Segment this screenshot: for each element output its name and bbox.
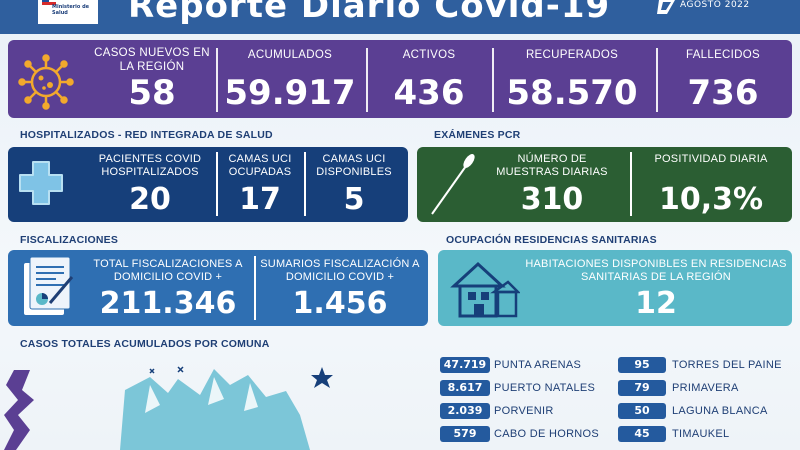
summary-panel xyxy=(8,40,792,118)
residencias-label: HABITACIONES DISPONIBLES EN RESIDENCIAS … xyxy=(525,258,787,283)
uci-disponibles-label: CAMAS UCI DISPONIBLES xyxy=(316,153,392,178)
acumulados-value: 59.917 xyxy=(224,73,356,113)
comuna-value-pill: 79 xyxy=(618,380,666,396)
pacientes-label: PACIENTES COVID HOSPITALIZADOS xyxy=(98,153,202,178)
summary-recuperados: RECUPERADOS 58.570 xyxy=(496,46,648,114)
recuperados-label: RECUPERADOS xyxy=(525,49,619,61)
report-date: AGOSTO 2022 xyxy=(680,0,750,10)
pcr-panel xyxy=(417,147,792,222)
comuna-name: LAGUNA BLANCA xyxy=(672,405,768,417)
pcr-section-title: EXÁMENES PCR xyxy=(434,129,521,141)
divider xyxy=(630,152,632,216)
chevron-icon xyxy=(657,0,675,14)
summary-acumulados: ACUMULADOS 59.917 xyxy=(220,46,360,114)
nuevos-value: 58 xyxy=(128,73,176,113)
divider xyxy=(304,152,306,216)
divider xyxy=(254,256,256,320)
comuna-name: TORRES DEL PAINE xyxy=(672,359,782,371)
medical-cross-icon xyxy=(19,161,63,205)
total-fiscal-label: TOTAL FISCALIZACIONES A DOMICILIO COVID … xyxy=(93,258,243,283)
fallecidos-value: 736 xyxy=(687,73,759,113)
document-icon xyxy=(24,257,74,315)
uci-ocupadas-label: CAMAS UCI OCUPADAS xyxy=(228,153,292,178)
divider xyxy=(492,48,494,112)
activos-label: ACTIVOS xyxy=(402,49,456,61)
comuna-value-pill: 8.617 xyxy=(440,380,490,396)
comuna-name: PUERTO NATALES xyxy=(494,382,596,394)
positividad-value: 10,3% xyxy=(658,182,764,217)
divider xyxy=(366,48,368,112)
logo-flag-red xyxy=(42,2,56,5)
summary-activos: ACTIVOS 436 xyxy=(370,46,488,114)
comuna-value-pill: 47.719 xyxy=(440,357,490,373)
residencias-value: 12 xyxy=(635,286,677,321)
swab-icon xyxy=(431,154,475,215)
fiscal-section-title: FISCALIZACIONES xyxy=(20,234,119,246)
logo-flag-blue xyxy=(42,0,49,2)
acumulados-label: ACUMULADOS xyxy=(247,49,333,61)
house-icon xyxy=(450,261,520,318)
uci-disponibles-value: 5 xyxy=(343,182,365,217)
comuna-value-pill: 2.039 xyxy=(440,403,490,419)
fiscal-panel xyxy=(8,250,428,326)
comuna-name: PUNTA ARENAS xyxy=(494,359,582,371)
page-title: Reporte Diario Covid-19 xyxy=(128,0,611,26)
comuna-name: PORVENIR xyxy=(494,405,554,417)
muestras-value: 310 xyxy=(520,182,584,217)
residencias-section-title: OCUPACIÓN RESIDENCIAS SANITARIAS xyxy=(446,234,657,246)
comuna-name: PRIMAVERA xyxy=(672,382,739,394)
uci-ocupadas-value: 17 xyxy=(239,182,281,217)
activos-value: 436 xyxy=(393,73,465,113)
divider xyxy=(216,152,218,216)
sumarios-value: 1.456 xyxy=(292,286,388,321)
muestras-label: NÚMERO DE MUESTRAS DIARIAS xyxy=(496,153,608,178)
positividad-label: POSITIVIDAD DIARIA xyxy=(654,153,768,165)
summary-nuevos: CASOS NUEVOS EN LA REGIÓN 58 xyxy=(92,46,212,114)
comuna-value-pill: 50 xyxy=(618,403,666,419)
hospital-section-title: HOSPITALIZADOS - RED INTEGRADA DE SALUD xyxy=(20,129,273,141)
comuna-value-pill: 579 xyxy=(440,426,490,442)
comuna-name: TIMAUKEL xyxy=(672,428,730,440)
comuna-section-title: CASOS TOTALES ACUMULADOS POR COMUNA xyxy=(20,338,270,350)
divider xyxy=(656,48,658,112)
summary-fallecidos: FALLECIDOS 736 xyxy=(660,46,786,114)
nuevos-label: CASOS NUEVOS EN LA REGIÓN xyxy=(94,47,210,73)
fallecidos-label: FALLECIDOS xyxy=(686,49,760,61)
comuna-value-pill: 45 xyxy=(618,426,666,442)
total-fiscal-value: 211.346 xyxy=(99,286,237,321)
virus-icon xyxy=(18,54,74,110)
comuna-name: CABO DE HORNOS xyxy=(494,428,600,440)
hospital-panel xyxy=(8,147,408,222)
pacientes-value: 20 xyxy=(129,182,171,217)
comuna-value-pill: 95 xyxy=(618,357,666,373)
recuperados-value: 58.570 xyxy=(506,73,638,113)
sumarios-label: SUMARIOS FISCALIZACIÓN A DOMICILIO COVID… xyxy=(260,258,420,283)
region-map-illustration xyxy=(4,366,333,450)
divider xyxy=(216,48,218,112)
logo-text: Ministerio de Salud xyxy=(52,4,90,16)
